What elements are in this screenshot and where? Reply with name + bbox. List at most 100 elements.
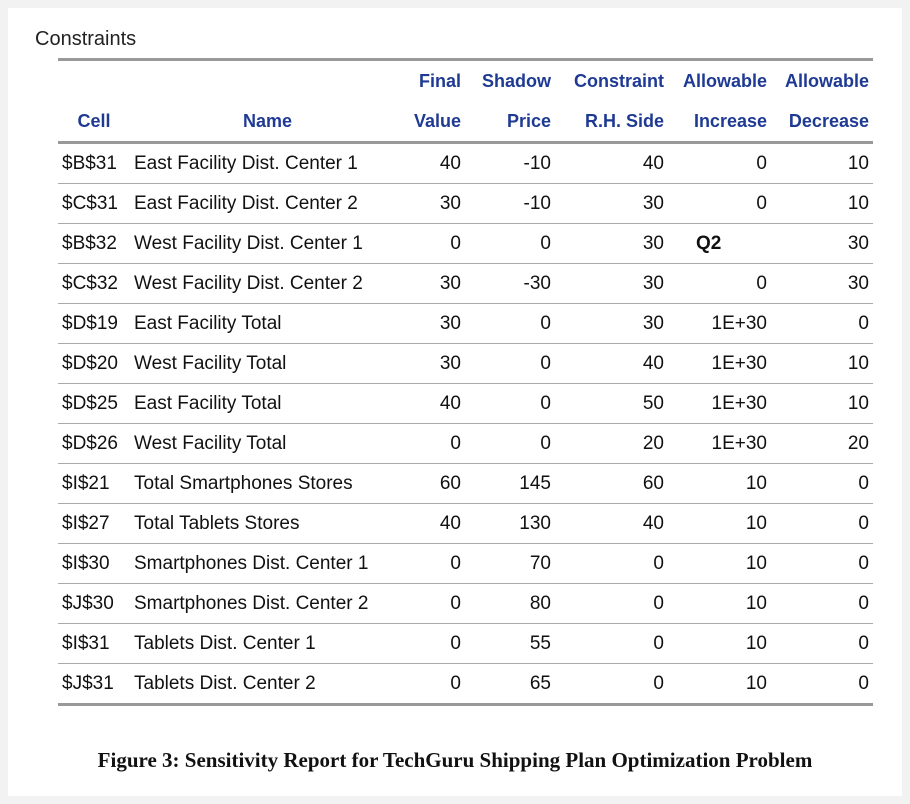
table-cell: 10	[771, 142, 873, 184]
table-cell: $J$31	[58, 663, 130, 706]
table-cell: 0	[555, 663, 668, 706]
header-cell: Cell	[58, 101, 130, 144]
table-cell: 40	[405, 142, 465, 184]
table-cell: Tablets Dist. Center 2	[130, 663, 405, 706]
table-cell: 30	[405, 263, 465, 304]
table-cell: Total Tablets Stores	[130, 503, 405, 544]
table-cell: 20	[771, 423, 873, 464]
table-cell: West Facility Dist. Center 1	[130, 223, 405, 264]
table-cell: 30	[405, 183, 465, 224]
table-row: $J$30 Smartphones Dist. Center 2 0 80 0 10 0	[58, 583, 873, 624]
table-cell: 0	[771, 303, 873, 344]
header-cell: R.H. Side	[555, 101, 668, 144]
table-cell: 0	[405, 423, 465, 464]
table-cell: 20	[555, 423, 668, 464]
header-row: Cell Name Value Price R.H. Side Increase…	[58, 101, 873, 144]
table-cell: Smartphones Dist. Center 1	[130, 543, 405, 584]
table-cell: 30	[771, 263, 873, 304]
table-cell: 0	[771, 503, 873, 544]
table-cell: 0	[405, 663, 465, 706]
table-row: $I$27 Total Tablets Stores 40 130 40 10 0	[58, 503, 873, 544]
table-cell: 0	[771, 623, 873, 664]
table-cell: 10	[668, 463, 771, 504]
table-cell: $C$32	[58, 263, 130, 304]
table-cell: 10	[771, 183, 873, 224]
table-cell: 0	[465, 303, 555, 344]
table-cell: 40	[555, 503, 668, 544]
table-cell: 1E+30	[668, 303, 771, 344]
table-row: $D$19 East Facility Total 30 0 30 1E+30 0	[58, 303, 873, 344]
table-cell: 30	[555, 303, 668, 344]
table-cell: $I$21	[58, 463, 130, 504]
table-cell: $C$31	[58, 183, 130, 224]
table-cell: Smartphones Dist. Center 2	[130, 583, 405, 624]
table-body: $B$31 East Facility Dist. Center 1 40 -10 40…	[58, 142, 873, 706]
table-cell: 0	[405, 623, 465, 664]
table-cell: 10	[771, 343, 873, 384]
table-cell: 1E+30	[668, 423, 771, 464]
table-cell: -10	[465, 183, 555, 224]
table-cell: 0	[668, 183, 771, 224]
table-cell: 50	[555, 383, 668, 424]
section-title: Constraints	[35, 28, 137, 50]
table-row: $B$31 East Facility Dist. Center 1 40 -10 40…	[58, 142, 873, 184]
table-cell: 0	[555, 583, 668, 624]
table-cell: 145	[465, 463, 555, 504]
table-cell: 40	[555, 142, 668, 184]
table-cell: 10	[668, 623, 771, 664]
table-cell: $D$20	[58, 343, 130, 384]
table-cell: 0	[555, 623, 668, 664]
table-cell: -10	[465, 142, 555, 184]
header-cell: Final	[405, 58, 465, 101]
table-row: $I$31 Tablets Dist. Center 1 0 55 0 10 0	[58, 623, 873, 664]
table-cell: 40	[405, 383, 465, 424]
table-cell: 65	[465, 663, 555, 706]
table-cell: 60	[405, 463, 465, 504]
table-cell: East Facility Dist. Center 1	[130, 142, 405, 184]
figure-caption: Figure 3: Sensitivity Report for TechGur…	[97, 748, 813, 772]
table-cell: 130	[465, 503, 555, 544]
table-cell: 40	[555, 343, 668, 384]
table-cell: 0	[465, 423, 555, 464]
table-cell: 0	[405, 583, 465, 624]
table-cell: 0	[465, 383, 555, 424]
header-cell: Shadow	[465, 58, 555, 101]
header-cell: Increase	[668, 101, 771, 144]
header-cell: Constraint	[555, 58, 668, 101]
table-cell: Tablets Dist. Center 1	[130, 623, 405, 664]
table-cell: 40	[405, 503, 465, 544]
table-cell: 30	[405, 343, 465, 384]
table-cell: 0	[771, 543, 873, 584]
sensitivity-table: Final Shadow Constraint Allowable Allowa…	[58, 58, 873, 706]
table-cell: 55	[465, 623, 555, 664]
table-cell: $I$31	[58, 623, 130, 664]
header-cell: Decrease	[771, 101, 873, 144]
table-cell: 0	[465, 223, 555, 264]
table-row: $D$25 East Facility Total 40 0 50 1E+30 10	[58, 383, 873, 424]
header-cell: Allowable	[668, 58, 771, 101]
table-cell: 0	[771, 583, 873, 624]
table-cell: Total Smartphones Stores	[130, 463, 405, 504]
table-cell: $B$31	[58, 142, 130, 184]
table-row: $D$20 West Facility Total 30 0 40 1E+30 10	[58, 343, 873, 384]
table-cell: $I$30	[58, 543, 130, 584]
table-cell: 30	[771, 223, 873, 264]
table-cell: 10	[668, 583, 771, 624]
table-cell: -30	[465, 263, 555, 304]
table-cell: West Facility Dist. Center 2	[130, 263, 405, 304]
table-cell: East Facility Total	[130, 303, 405, 344]
table-cell: 80	[465, 583, 555, 624]
table-cell: 30	[555, 223, 668, 264]
table-cell: 0	[668, 142, 771, 184]
table-cell: 30	[405, 303, 465, 344]
table-cell: $B$32	[58, 223, 130, 264]
table-cell: 30	[555, 183, 668, 224]
table-cell: East Facility Total	[130, 383, 405, 424]
header-cell: Allowable	[771, 58, 873, 101]
table-row: $J$31 Tablets Dist. Center 2 0 65 0 10 0	[58, 663, 873, 706]
table-cell: 70	[465, 543, 555, 584]
table-cell: $D$19	[58, 303, 130, 344]
table-cell: 10	[668, 503, 771, 544]
table-cell: 10	[668, 663, 771, 706]
